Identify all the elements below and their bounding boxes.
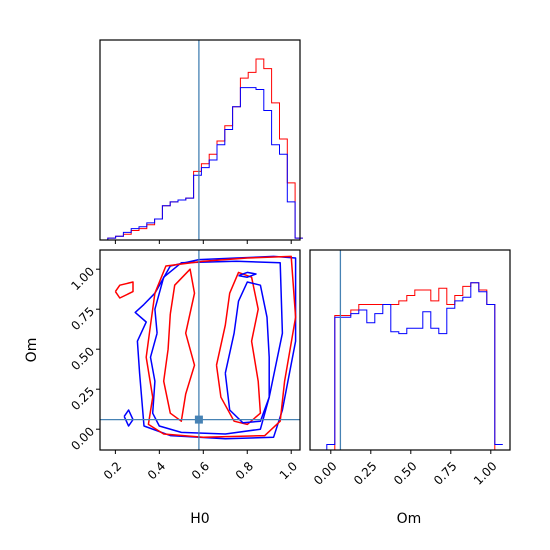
contour-level-6-blue [123, 409, 134, 427]
hist-om-x-tick-label-3: 0.75 [431, 459, 460, 488]
contour-x-tick-label-1: 0.4 [145, 459, 168, 482]
contour-frame [99, 249, 301, 451]
hist-om-series-red [318, 282, 503, 451]
contour-level-1-blue [149, 260, 284, 435]
contour-y-tick-label-2: 0.50 [68, 344, 97, 373]
hist-h0-frame [99, 39, 301, 241]
contour-level-5-blue [224, 281, 270, 424]
contour-level-8-blue [238, 271, 257, 278]
contour-x-tick-label-0: 0.2 [101, 459, 124, 482]
contour-level-3-red [162, 268, 196, 422]
contour-layer [114, 255, 297, 440]
hist-om-series-layer [318, 250, 503, 451]
panel-hist-om: 0.00 0.25 0.50 0.75 1.00 [309, 249, 511, 488]
x-axis-label-h0: H0 [190, 511, 209, 527]
hist-om-x-tick-label-4: 1.00 [471, 459, 500, 488]
contour-level-4-red [215, 271, 262, 426]
contour-x-tick-label-3: 0.8 [233, 459, 256, 482]
contour-y-tick-label-0: 0.00 [68, 424, 97, 453]
hist-om-x-tick-label-2: 0.50 [391, 459, 420, 488]
y-axis-label-om: Om [24, 338, 40, 363]
hist-om-ticks-layer: 0.00 0.25 0.50 0.75 1.00 [311, 450, 500, 488]
panel-contour-h0-om: 0.2 0.4 0.6 0.8 1.0 0.00 0.25 0.50 0.75 1.00 [68, 249, 301, 482]
hist-om-series-blue [318, 282, 503, 451]
contour-y-tick-label-3: 0.75 [68, 304, 97, 333]
hist-om-x-tick-label-1: 0.25 [351, 459, 380, 488]
contour-y-tick-label-4: 1.00 [68, 264, 97, 293]
panel-hist-h0 [99, 39, 303, 244]
contour-x-tick-label-2: 0.6 [189, 459, 212, 482]
hist-h0-series-red [100, 58, 303, 241]
hist-h0-series-layer [100, 40, 303, 241]
hist-om-frame [309, 249, 511, 451]
contour-x-tick-label-4: 1.0 [277, 459, 300, 482]
hist-h0-series-blue [100, 87, 303, 241]
contour-level-2-red [145, 255, 297, 438]
hist-h0-ticks-layer [114, 240, 292, 244]
x-axis-label-om: Om [397, 511, 422, 527]
contour-truth-marker [194, 415, 203, 424]
contour-y-tick-label-1: 0.25 [68, 384, 97, 413]
contour-level-7-red [114, 281, 134, 299]
hist-om-x-tick-label-0: 0.00 [311, 459, 340, 488]
contour-truth-layer [100, 250, 300, 450]
